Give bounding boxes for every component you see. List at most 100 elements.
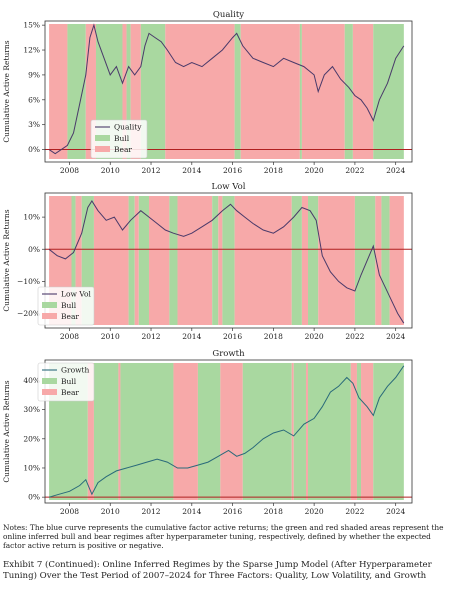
regime-band-bear <box>350 363 357 500</box>
x-tick-label: 2024 <box>386 166 405 175</box>
chart-title: Low Vol <box>212 182 246 192</box>
regime-band-bull <box>126 24 131 159</box>
regime-band-bear <box>165 24 235 159</box>
x-tick-label: 2022 <box>345 332 364 341</box>
regime-band-bull <box>308 196 319 325</box>
y-axis-label: Cumulative Active Returns <box>2 380 11 482</box>
regime-band-bull <box>373 24 404 159</box>
chart-1: Low Vol 2008 2010 2012 2014 2016 2018 2020 2022 2… <box>2 182 413 341</box>
y-tick-label: 3% <box>28 120 40 129</box>
regime-band-bull <box>128 196 135 325</box>
regime-band-bull <box>356 363 362 500</box>
plot-frame <box>44 20 413 163</box>
chart-title: Growth <box>212 349 245 359</box>
regime-band-bull <box>291 196 302 325</box>
chart-title: Quality <box>213 10 244 20</box>
regime-band-bear <box>177 196 213 325</box>
regime-band-bear <box>122 24 127 159</box>
x-tick-label: 2018 <box>264 332 283 341</box>
x-tick-label: 2008 <box>60 507 79 516</box>
regime-band-bull <box>212 196 219 325</box>
legend-label: Bull <box>61 301 77 310</box>
chart-0: Quality 2008 2010 2012 2014 2016 2018 2020 2022 2… <box>2 10 413 175</box>
y-tick-label: 10% <box>23 463 40 472</box>
legend: Quality Bull Bear <box>90 119 148 159</box>
regime-band-bear <box>291 363 294 500</box>
charts-figure: Quality 2008 2010 2012 2014 2016 2018 2020 2022 2… <box>2 10 413 516</box>
regime-band-bear <box>118 363 121 500</box>
x-tick-label: 2018 <box>264 166 283 175</box>
y-tick-label: 40% <box>23 376 40 385</box>
regime-band-bull <box>299 24 302 159</box>
y-tick-label: 20% <box>23 434 40 443</box>
legend-swatch-bear <box>42 313 57 319</box>
x-tick-label: 2016 <box>223 166 242 175</box>
regime-band-bear <box>234 196 292 325</box>
regime-band-bear <box>301 196 309 325</box>
regime-band-bear <box>389 196 404 325</box>
x-tick-label: 2020 <box>305 332 324 341</box>
regime-band-bear <box>301 24 345 159</box>
regime-band-bear <box>375 196 382 325</box>
legend-label: Bull <box>61 377 77 386</box>
x-tick-label: 2022 <box>345 166 364 175</box>
regime-band-bull <box>293 363 306 500</box>
figure-notes: Notes: The blue curve represents the cum… <box>3 523 444 550</box>
regime-band-bear <box>318 196 355 325</box>
legend-label: Quality <box>114 123 142 132</box>
regime-band-bull <box>373 363 404 500</box>
y-tick-label: 0% <box>28 493 40 502</box>
x-tick-label: 2018 <box>264 507 283 516</box>
x-tick-label: 2014 <box>182 332 201 341</box>
legend-label: Bear <box>61 388 79 397</box>
y-tick-label: −20% <box>17 309 40 318</box>
regime-band-bear <box>130 24 141 159</box>
regime-band-bull <box>93 363 119 500</box>
x-tick-label: 2014 <box>182 507 201 516</box>
legend-swatch-bull <box>42 378 57 384</box>
x-tick-label: 2022 <box>345 507 364 516</box>
regime-band-bull <box>222 196 235 325</box>
y-axis-label: Cumulative Active Returns <box>2 209 11 311</box>
legend-label: Bear <box>61 312 79 321</box>
y-tick-label: 0% <box>28 245 40 254</box>
regime-band-bull <box>138 196 149 325</box>
series-line-quality <box>48 23 405 155</box>
legend-swatch-bear <box>95 146 110 152</box>
chart-2: Growth 2008 2010 2012 2014 2016 2018 2020 2022 20… <box>2 349 413 516</box>
x-tick-label: 2016 <box>223 507 242 516</box>
regime-band-bear <box>220 363 243 500</box>
regime-band-bull <box>242 363 292 500</box>
y-tick-label: 10% <box>23 213 40 222</box>
regime-band-bear <box>75 196 82 325</box>
x-tick-label: 2014 <box>182 166 201 175</box>
series-line-growth <box>48 365 405 498</box>
y-tick-label: 9% <box>28 70 40 79</box>
y-tick-label: 30% <box>23 405 40 414</box>
regime-band-bear <box>173 363 198 500</box>
regime-band-bull <box>169 196 178 325</box>
y-tick-label: 6% <box>28 95 40 104</box>
regime-band-bear <box>85 24 96 159</box>
regime-band-bear <box>218 196 223 325</box>
legend: Low Vol Bull Bear <box>37 286 95 326</box>
x-tick-label: 2020 <box>305 166 324 175</box>
x-tick-label: 2012 <box>141 332 160 341</box>
plot-frame <box>44 359 413 504</box>
plot-frame <box>44 192 413 329</box>
legend-label: Low Vol <box>61 290 92 299</box>
legend: Growth Bull Bear <box>37 362 95 402</box>
legend-swatch-bear <box>42 389 57 395</box>
x-tick-label: 2010 <box>101 332 120 341</box>
legend-label: Growth <box>61 366 90 375</box>
x-tick-label: 2024 <box>386 507 405 516</box>
regime-band-bear <box>134 196 139 325</box>
x-tick-label: 2012 <box>141 507 160 516</box>
regime-band-bull <box>308 363 351 500</box>
y-tick-label: 15% <box>23 21 40 30</box>
legend-label: Bear <box>114 145 132 154</box>
x-tick-label: 2008 <box>60 166 79 175</box>
regime-band-bull <box>344 24 353 159</box>
regime-band-bull <box>67 24 86 159</box>
regime-band-bull <box>71 196 76 325</box>
